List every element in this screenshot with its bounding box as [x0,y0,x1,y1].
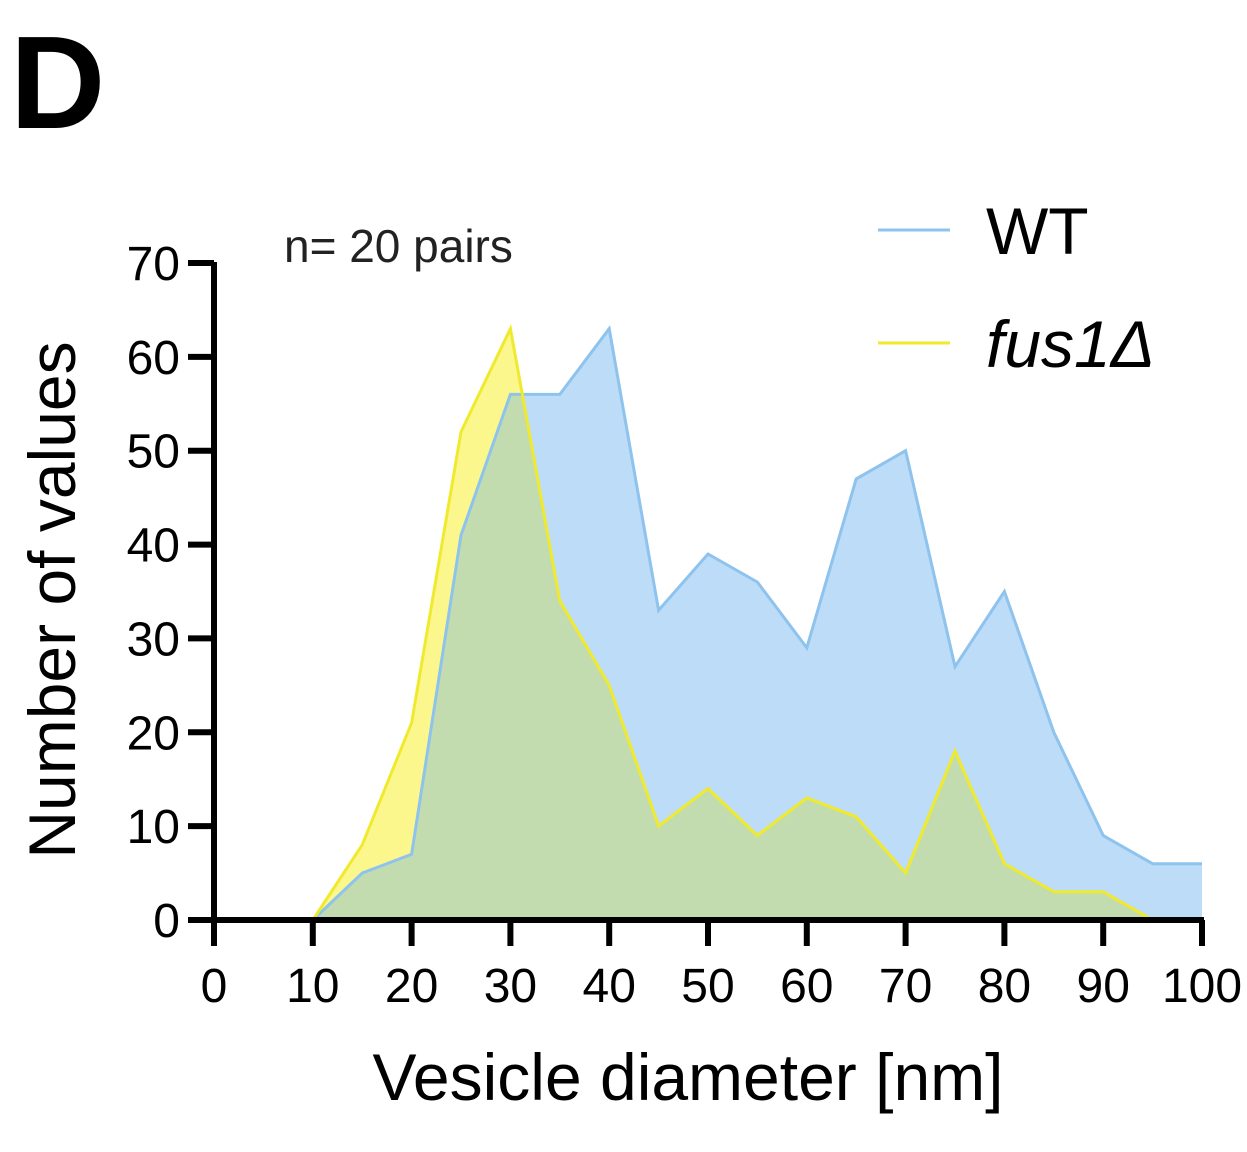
x-tick-label: 50 [681,960,734,1013]
x-tick-label: 70 [879,960,932,1013]
x-tick-label: 10 [286,960,339,1013]
x-tick-label: 80 [978,960,1031,1013]
x-axis-label: Vesicle diameter [nm] [373,1040,1004,1114]
y-tick-label: 20 [127,707,180,760]
fus1-line [311,323,1202,922]
x-tick-label: 90 [1077,960,1130,1013]
y-tick-label: 40 [127,520,180,573]
legend-label-wt: WT [986,194,1089,268]
x-ticks: 0 10 20 30 40 50 60 70 80 90 100 [201,920,1242,1013]
y-tick-label: 0 [153,895,180,948]
y-tick-label: 50 [127,426,180,479]
x-tick-label: 30 [484,960,537,1013]
legend: WT fus1Δ [878,194,1155,381]
sample-size-annotation: n= 20 pairs [284,220,513,272]
panel-label: D [10,9,105,156]
y-tick-label: 70 [127,238,180,291]
x-tick-label: 60 [780,960,833,1013]
y-tick-label: 30 [127,613,180,666]
y-axis-label: Number of values [15,341,89,858]
overlap-area [312,328,1202,920]
legend-label-fus1: fus1Δ [986,307,1155,381]
x-tick-label: 0 [201,960,228,1013]
x-tick-label: 100 [1162,960,1242,1013]
wt-line [311,325,1202,922]
y-tick-label: 60 [127,332,180,385]
x-tick-label: 40 [583,960,636,1013]
plot-area [311,323,1202,922]
x-tick-label: 20 [385,960,438,1013]
y-tick-label: 10 [127,801,180,854]
y-ticks: 0 10 20 30 40 50 60 70 [127,238,214,948]
